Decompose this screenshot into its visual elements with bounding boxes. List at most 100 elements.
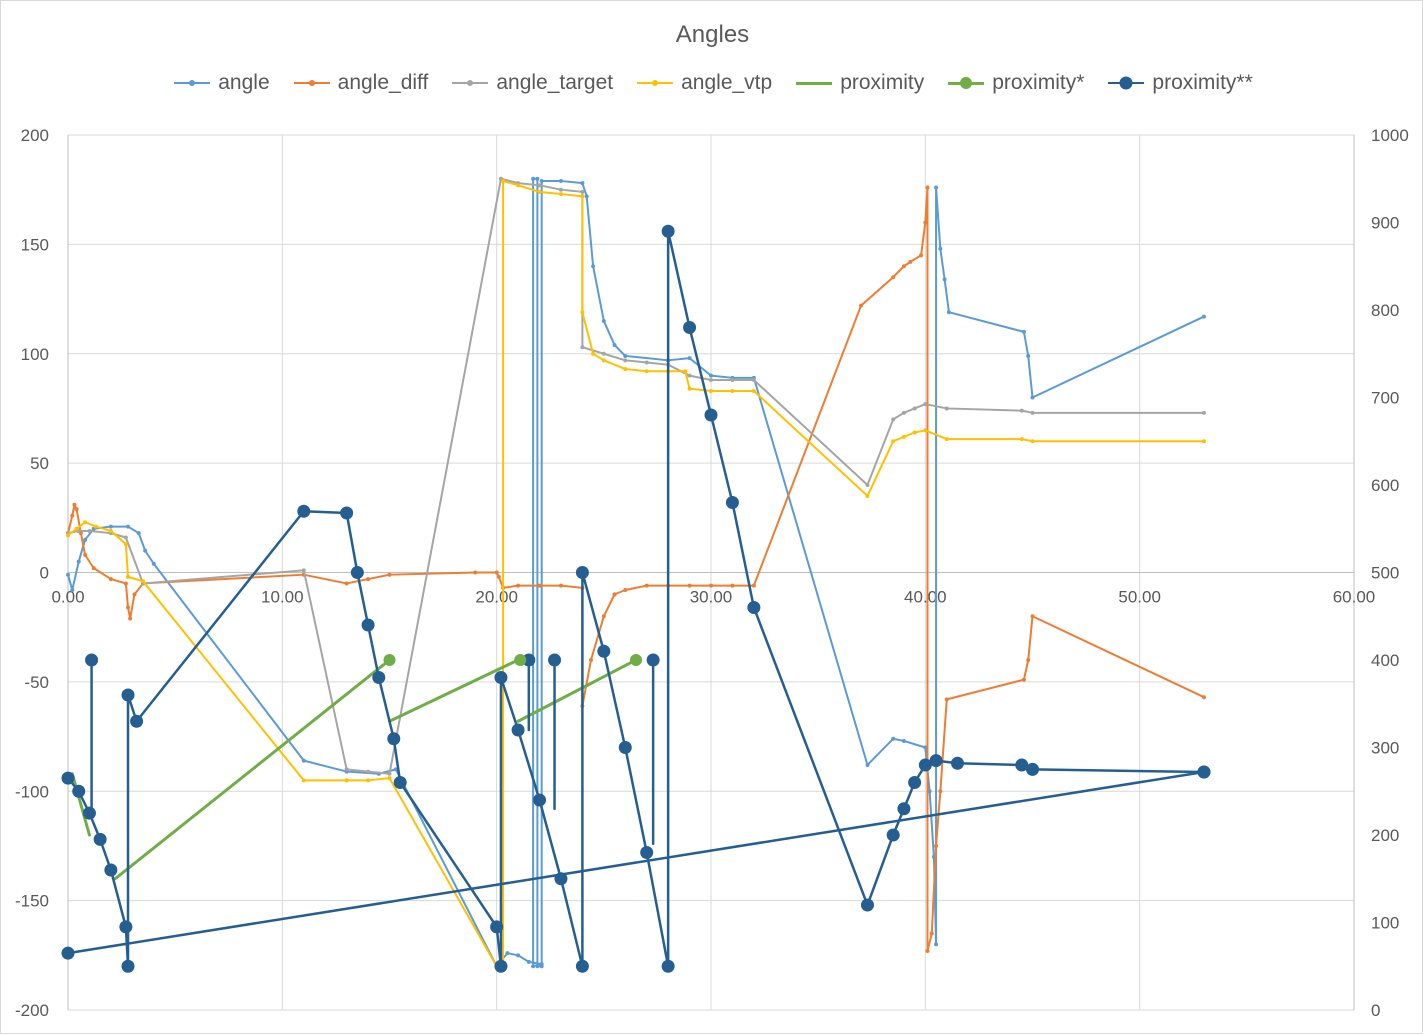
series-angle-vtp-point [683, 369, 688, 374]
series-angle-target-point [865, 483, 870, 487]
series-angle-target-point [580, 345, 585, 350]
y-left-tick-label: -200 [15, 1001, 49, 1020]
series-angle-diff-point [128, 616, 133, 621]
series-angle-diff-point [74, 507, 79, 512]
series-proximitystarstar-point [747, 601, 761, 614]
series-angle-diff-point [908, 259, 913, 264]
series-angle-point [601, 318, 606, 323]
series-proximitystarstar-point [511, 723, 525, 737]
series-angle-vtp-point [366, 778, 371, 783]
series-proximitystarstar-point [725, 496, 739, 509]
series-proximitystarstar-drops-point [85, 653, 99, 667]
series-angle-target-point [1201, 410, 1206, 415]
series-proximitystarstar-point [494, 959, 508, 973]
series-angle-vtp-point [93, 524, 98, 529]
series-angle-diff-point [623, 588, 628, 592]
series-angle-vtp-point [74, 526, 79, 531]
y-right-tick-label: 500 [1371, 564, 1399, 583]
series-angle-vtp-point [1030, 439, 1035, 444]
series-proximitystarstar-point [860, 898, 874, 912]
series-proximitystarstar-point [61, 771, 75, 785]
series-angle-target-point [558, 187, 563, 192]
y-right-tick-label: 300 [1371, 739, 1399, 758]
series-proximitystarstar-point [494, 671, 508, 684]
series-proximitystarstar-point [661, 959, 675, 973]
series-angle-vtp-point [501, 178, 506, 183]
series-angle-target-point [901, 410, 906, 415]
series-angle-target-point [301, 568, 306, 573]
series-angle-vtp-point [141, 579, 146, 584]
x-tick-label: 50.00 [1118, 588, 1161, 607]
series-proximity-stem [70, 772, 91, 837]
x-tick-label: 30.00 [690, 588, 733, 607]
series-angle-target-point [1030, 410, 1035, 415]
series-angle-point [580, 181, 585, 186]
series-angle-point [901, 738, 906, 743]
legend-swatch [1106, 73, 1146, 93]
series-angle-diff-point [558, 583, 563, 588]
legend-swatch [635, 73, 675, 93]
series-angle-vtp-point [301, 778, 306, 783]
series-angle-point [1030, 395, 1035, 400]
legend-label: angle_target [496, 71, 614, 94]
series-angle-diff-point [473, 570, 478, 575]
chart-title: Angles [675, 21, 750, 48]
series-angle-diff-point [496, 574, 501, 579]
y-right-tick-label: 100 [1371, 914, 1399, 933]
x-tick-label: 20.00 [475, 588, 518, 607]
series-proximitystarstar-point [640, 846, 654, 859]
series-angle-point [623, 353, 628, 358]
legend-swatch [292, 73, 332, 93]
legend-label: angle_diff [337, 71, 429, 94]
series-angle-diff-point [644, 583, 649, 588]
y-left-tick-label: 150 [21, 235, 49, 254]
series-proximitystarstar-point [597, 644, 611, 658]
series-proximitystarstar-point [661, 224, 675, 238]
series-angle-point [591, 264, 596, 269]
series-angle-target-point [687, 373, 692, 378]
series-angle-vtp-point [644, 369, 649, 374]
series-angle-vtp-point [66, 533, 70, 538]
series-angle-point [923, 745, 928, 750]
y-left-tick-label: -50 [24, 673, 49, 692]
series-proximitystarstar-point [575, 959, 589, 973]
series-angle-point [126, 524, 131, 529]
y-right-tick-label: 900 [1371, 214, 1399, 233]
series-proximitystarstar-point [554, 872, 568, 886]
series-proximitystarstar-point [704, 408, 718, 422]
series-angle-vtp-point [580, 194, 585, 199]
x-tick-label: 0.00 [51, 588, 84, 607]
series-angle-target-point [644, 360, 649, 365]
series-angle-point [531, 176, 536, 181]
series-angle-vtp-point [123, 542, 128, 547]
series-angle-diff-point [859, 303, 864, 308]
series-angle-point [942, 277, 947, 282]
legend-swatch [172, 73, 212, 93]
series-angle-diff-point [730, 583, 735, 588]
series-angle-diff-point [944, 697, 949, 702]
series-proximitystarstar-point [1197, 765, 1211, 779]
series-angle-target-point [601, 351, 606, 356]
series-angle-point [516, 953, 521, 958]
series-angle-diff-point [934, 843, 939, 848]
y-right-tick-label: 1000 [1371, 126, 1409, 145]
series-proximitystarstar-point [575, 566, 589, 579]
series-angle-point [1021, 329, 1026, 334]
series-proximitystarstar-point [297, 504, 311, 518]
series-angle-diff-point [925, 185, 930, 190]
legend-item: angle_target [450, 71, 613, 95]
y-right-tick-label: 0 [1371, 1001, 1380, 1020]
series-proximitystarstar-point [372, 671, 386, 684]
series-angle-diff-point [1021, 677, 1026, 682]
series-angle-point [76, 559, 81, 564]
series-angle-vtp-point [623, 367, 628, 372]
series-angle-point [136, 531, 141, 536]
series-proximitystarstar-point [82, 806, 96, 820]
series-angle-target-point [730, 378, 735, 382]
y-right-tick-label: 400 [1371, 651, 1399, 670]
series-angle-target-point [751, 378, 756, 382]
series-angle-point [151, 561, 156, 566]
series-angle-vtp-point [387, 776, 392, 781]
series-proximitystarstar-point [104, 863, 118, 877]
